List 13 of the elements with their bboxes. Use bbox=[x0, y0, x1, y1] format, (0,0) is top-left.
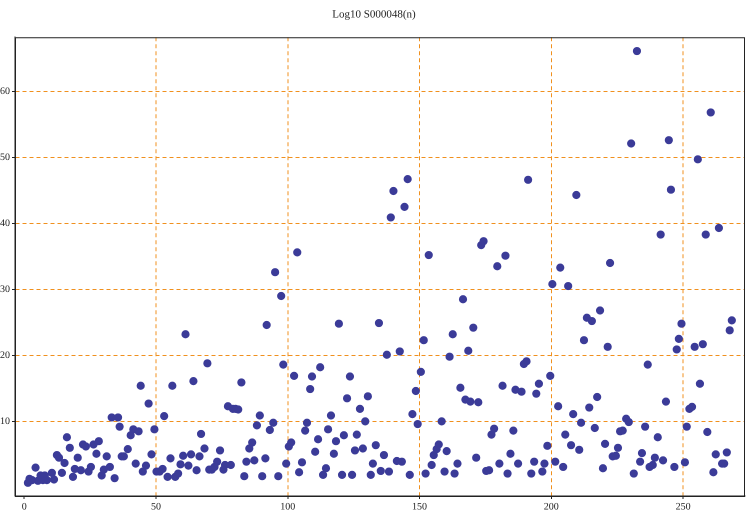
x-tick-label: 50 bbox=[150, 502, 161, 512]
y-tick-label: 10 bbox=[0, 416, 10, 428]
y-tick-label: 20 bbox=[0, 350, 10, 362]
y-tick-label: 50 bbox=[0, 152, 10, 163]
y-tick-label: 60 bbox=[0, 86, 10, 97]
x-tick-label: 250 bbox=[676, 502, 691, 512]
x-tick-label: 100 bbox=[280, 502, 296, 512]
y-tick-label: 40 bbox=[0, 218, 10, 229]
x-tick-label: 0 bbox=[22, 502, 27, 512]
y-tick-label: 30 bbox=[0, 284, 10, 295]
x-tick-label: 200 bbox=[544, 502, 559, 512]
x-tick-label: 150 bbox=[412, 502, 428, 512]
chart-title: Log10 S000048(n) bbox=[332, 8, 416, 20]
